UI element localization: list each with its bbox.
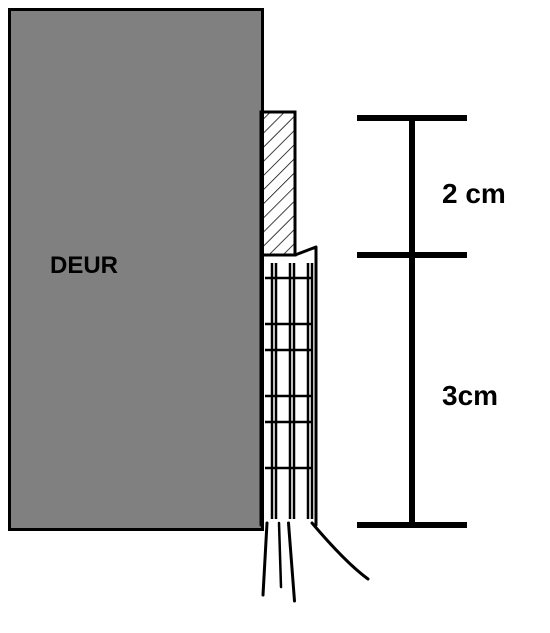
dimension-label-bottom: 3cm — [442, 380, 498, 412]
diagram-svg — [0, 0, 550, 633]
dimension-label-top: 2 cm — [442, 178, 506, 210]
diagram-stage: { "canvas": { "w": 550, "h": 633 }, "col… — [0, 0, 550, 633]
